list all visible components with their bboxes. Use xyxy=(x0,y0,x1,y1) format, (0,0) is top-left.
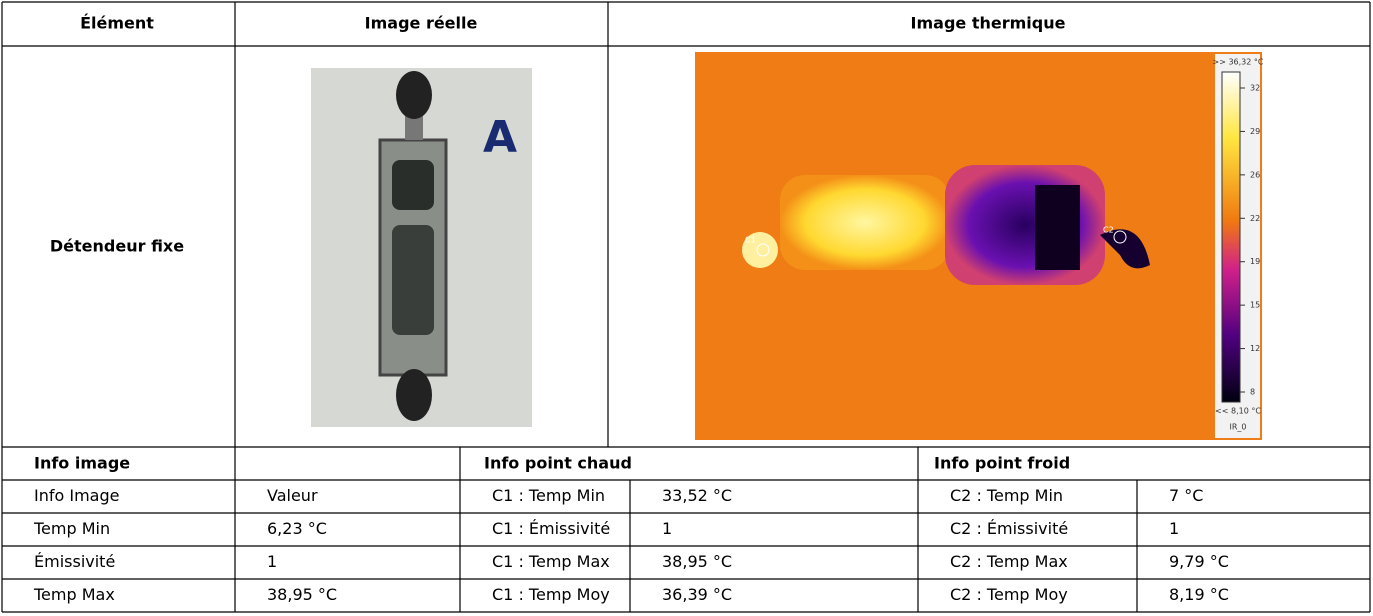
cell: 33,52 °C xyxy=(662,486,732,505)
cell: 1 xyxy=(267,552,277,571)
page: A Élément Image réelle Image thermique D… xyxy=(0,0,1373,616)
scale-label: 32 xyxy=(1250,84,1260,93)
cell: 1 xyxy=(662,519,672,538)
scale-label: 26 xyxy=(1250,170,1260,179)
scale-top: >> 36,32 °C xyxy=(1213,58,1264,67)
scale-label: 15 xyxy=(1250,301,1260,310)
cell: C2 : Temp Min xyxy=(950,486,1063,505)
cell: Valeur xyxy=(267,486,318,505)
cell: C2 : Temp Max xyxy=(950,552,1068,571)
cell: C1 : Émissivité xyxy=(492,519,610,538)
cell: C1 : Temp Min xyxy=(492,486,605,505)
header-real: Image réelle xyxy=(365,14,478,33)
real-photo: A xyxy=(311,68,532,427)
cell: Émissivité xyxy=(34,552,115,571)
cell: C2 : Temp Moy xyxy=(950,585,1068,604)
scale-label: 19 xyxy=(1250,257,1260,266)
info-hot: Info point chaud xyxy=(484,454,632,473)
scale-label: 22 xyxy=(1250,214,1260,223)
cell: 38,95 °C xyxy=(662,552,732,571)
header-element: Élément xyxy=(80,14,154,33)
cell: 8,19 °C xyxy=(1169,585,1229,604)
element-name: Détendeur fixe xyxy=(50,237,184,256)
scale-footer: IR_0 xyxy=(1229,423,1246,432)
scale-label: 12 xyxy=(1250,344,1260,353)
cell: C1 : Temp Moy xyxy=(492,585,610,604)
scale-bottom: << 8,10 °C xyxy=(1215,407,1261,416)
spot-label: C2 xyxy=(1103,226,1114,235)
info-image: Info image xyxy=(34,454,130,473)
cell: 7 °C xyxy=(1169,486,1203,505)
header-thermal: Image thermique xyxy=(911,14,1066,33)
photo-label: A xyxy=(483,112,517,163)
info-cold: Info point froid xyxy=(934,454,1070,473)
cell: Info Image xyxy=(34,486,119,505)
spot-label: C1 xyxy=(745,236,756,245)
cell: 38,95 °C xyxy=(267,585,337,604)
cell: C2 : Émissivité xyxy=(950,519,1068,538)
thermal-image xyxy=(695,52,1262,440)
cell: 36,39 °C xyxy=(662,585,732,604)
cell: 1 xyxy=(1169,519,1179,538)
cell: 9,79 °C xyxy=(1169,552,1229,571)
scale-label: 8 xyxy=(1250,388,1255,397)
cell: C1 : Temp Max xyxy=(492,552,610,571)
cell: Temp Max xyxy=(33,585,115,604)
scale-label: 29 xyxy=(1250,127,1260,136)
cell: 6,23 °C xyxy=(267,519,327,538)
cell: Temp Min xyxy=(33,519,110,538)
